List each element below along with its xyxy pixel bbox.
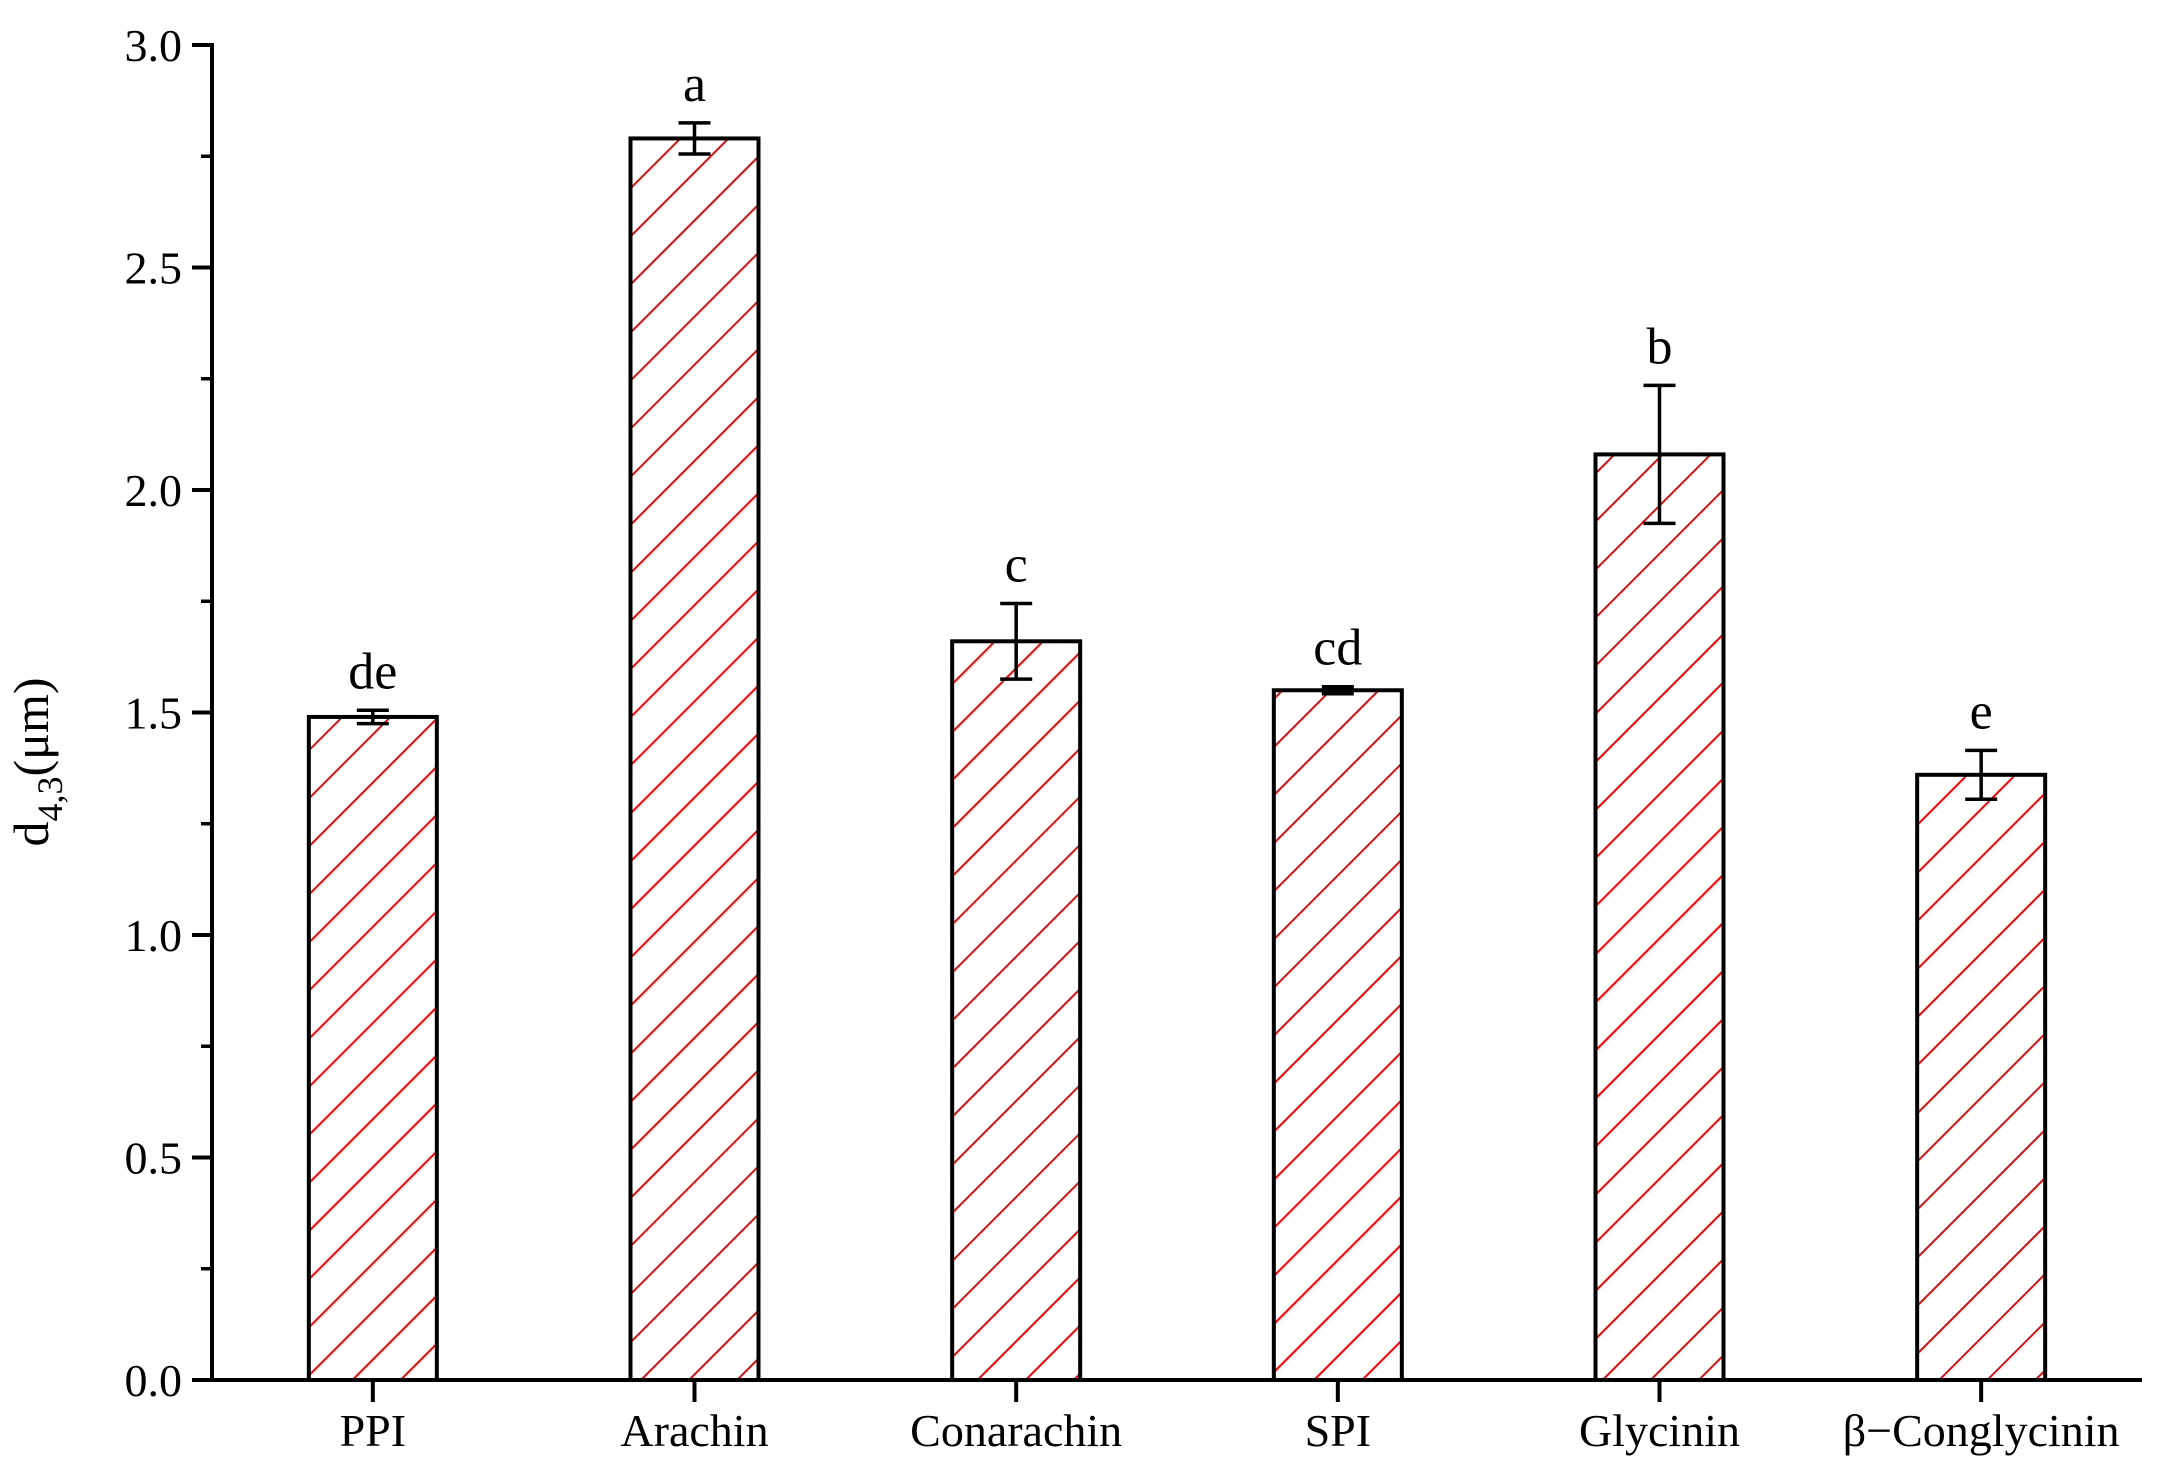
y-tick-label-0: 0.0: [125, 1355, 183, 1406]
error-bar-0: [356, 708, 389, 726]
y-tick-label-5: 2.5: [125, 243, 183, 294]
significance-label-2: c: [1005, 536, 1028, 593]
significance-label-5: e: [1970, 683, 1993, 740]
bar-1: [628, 136, 761, 1383]
y-tick-label-4: 2.0: [125, 465, 183, 516]
significance-label-1: a: [683, 56, 706, 113]
bar-4: [1593, 452, 1726, 1382]
bar-2: [950, 639, 1083, 1382]
y-tick-label-3: 1.5: [125, 688, 183, 739]
error-bar-3: [1321, 684, 1354, 696]
significance-label-3: cd: [1313, 620, 1362, 677]
bar-3: [1271, 688, 1404, 1382]
svg-text:d4,3(μm): d4,3(μm): [3, 678, 70, 847]
y-axis-label-unit: (μm): [3, 678, 59, 777]
y-tick-label-6: 3.0: [125, 20, 183, 71]
bar-5: [1915, 772, 2048, 1382]
y-axis-label-main: d: [3, 822, 59, 847]
x-tick-label-4: Glycinin: [1579, 1405, 1740, 1456]
bar-0: [306, 714, 439, 1382]
y-axis-label-subscript: 4,3: [30, 777, 70, 822]
axes-layer: 0.0 0.5 1.0 1.5 2.0 2.5 3.0 PPI Arachin Conarachi…: [125, 20, 2142, 1456]
error-bar-2: [1000, 601, 1033, 681]
x-tick-label-0: PPI: [340, 1405, 406, 1456]
error-bar-1: [678, 121, 711, 156]
x-tick-label-5: β−Conglycinin: [1843, 1405, 2120, 1456]
x-tick-label-3: SPI: [1305, 1405, 1371, 1456]
significance-label-0: de: [348, 643, 397, 700]
error-bars-layer: [356, 121, 1998, 802]
y-tick-label-2: 1.0: [125, 910, 183, 961]
bars-layer: [306, 136, 2048, 1383]
x-tick-label-2: Conarachin: [910, 1405, 1122, 1456]
significance-label-4: b: [1647, 318, 1673, 375]
significance-labels-layer: de a c cd b e: [348, 56, 1992, 740]
y-axis-label: d4,3(μm): [3, 678, 70, 847]
y-tick-label-1: 0.5: [125, 1133, 183, 1184]
x-tick-label-1: Arachin: [620, 1405, 768, 1456]
error-bar-5: [1965, 748, 1998, 802]
error-bar-4: [1643, 383, 1676, 526]
